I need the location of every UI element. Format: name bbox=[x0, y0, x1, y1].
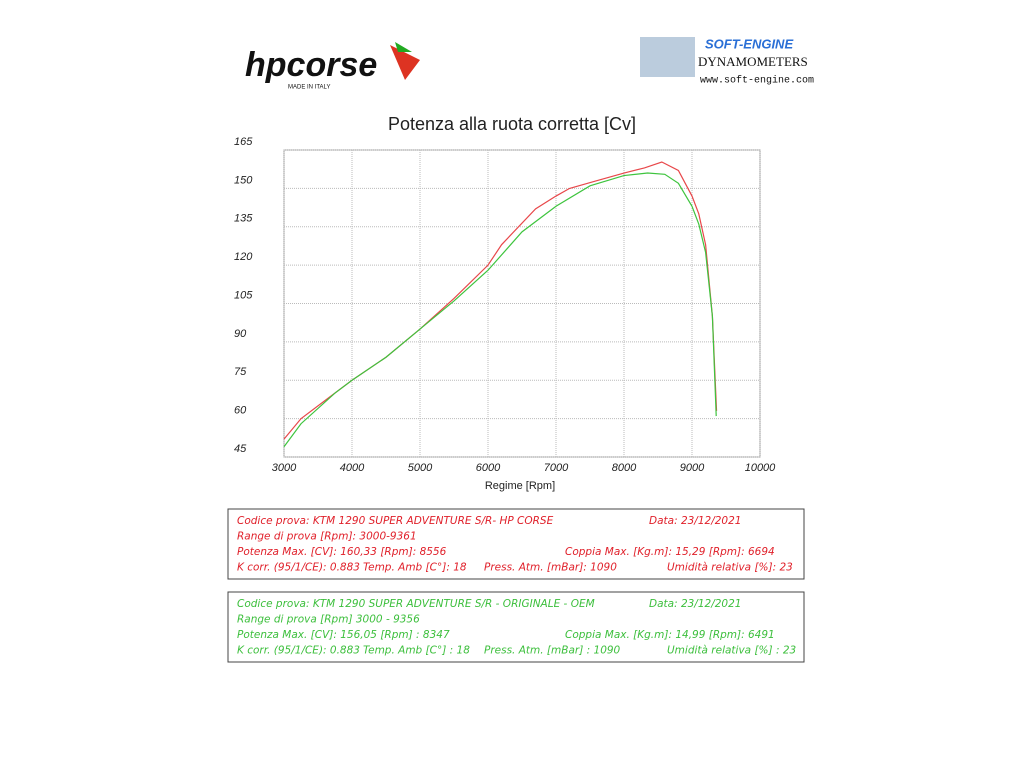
info-text: Codice prova: KTM 1290 SUPER ADVENTURE S… bbox=[237, 515, 554, 527]
soft-engine-logo: SOFT-ENGINE bbox=[705, 36, 793, 51]
info-box bbox=[227, 591, 805, 663]
info-text: Codice prova: KTM 1290 SUPER ADVENTURE S… bbox=[237, 598, 595, 610]
info-text: K corr. (95/1/CE): 0.883 bbox=[237, 645, 360, 657]
logo-sub: MADE IN ITALY bbox=[288, 85, 330, 91]
info-text: Data: 23/12/2021 bbox=[649, 598, 741, 610]
y-tick-label: 165 bbox=[234, 136, 253, 148]
y-tick-label: 90 bbox=[234, 328, 247, 340]
info-text: K corr. (95/1/CE): 0.883 bbox=[237, 562, 360, 574]
x-tick-label: 10000 bbox=[745, 462, 776, 474]
info-text: Temp. Amb [C°] : 18 bbox=[363, 645, 470, 657]
power-curve bbox=[283, 172, 717, 448]
info-text: Range di prova [Rpm]: 3000-9361 bbox=[237, 531, 417, 543]
x-tick-label: 9000 bbox=[680, 462, 705, 474]
y-tick-label: 75 bbox=[234, 366, 247, 378]
info-text: Umidità relativa [%] : 23 bbox=[667, 645, 796, 657]
y-tick-label: 150 bbox=[234, 174, 253, 186]
x-tick-label: 6000 bbox=[476, 462, 501, 474]
info-text: Data: 23/12/2021 bbox=[649, 515, 741, 527]
info-text: Potenza Max. [CV]: 160,33 [Rpm]: 8556 bbox=[237, 546, 447, 558]
power-curve bbox=[283, 161, 718, 440]
info-text: Potenza Max. [CV]: 156,05 [Rpm] : 8347 bbox=[237, 629, 450, 641]
info-text: Coppia Max. [Kg.m]: 14,99 [Rpm]: 6491 bbox=[565, 629, 775, 641]
x-tick-label: 5000 bbox=[408, 462, 433, 474]
info-text: Temp. Amb [C°]: 18 bbox=[363, 562, 467, 574]
chart-title: Potenza alla ruota corretta [Cv] bbox=[388, 114, 636, 134]
logo-url: www.soft-engine.com bbox=[700, 75, 814, 87]
logo-flag bbox=[395, 42, 412, 52]
y-tick-label: 105 bbox=[234, 289, 253, 301]
info-text: Press. Atm. [mBar] : 1090 bbox=[484, 645, 621, 657]
info-text: Press. Atm. [mBar]: 1090 bbox=[484, 562, 617, 574]
logo-sub: DYNAMOMETERS bbox=[698, 54, 808, 69]
y-tick-label: 45 bbox=[234, 443, 247, 455]
x-tick-label: 8000 bbox=[612, 462, 637, 474]
y-tick-label: 60 bbox=[234, 405, 247, 417]
y-tick-label: 135 bbox=[234, 213, 253, 225]
info-text: Coppia Max. [Kg.m]: 15,29 [Rpm]: 6694 bbox=[565, 546, 775, 558]
logo-flag bbox=[390, 45, 420, 80]
x-tick-label: 3000 bbox=[272, 462, 297, 474]
x-tick-label: 7000 bbox=[544, 462, 569, 474]
y-tick-label: 120 bbox=[234, 251, 253, 263]
x-axis-label: Regime [Rpm] bbox=[485, 480, 555, 492]
hpcorse-logo: hpcorse bbox=[245, 46, 377, 84]
info-text: Range di prova [Rpm] 3000 - 9356 bbox=[237, 614, 420, 626]
x-tick-label: 4000 bbox=[340, 462, 365, 474]
info-text: Umidità relativa [%]: 23 bbox=[667, 562, 793, 574]
logo-icon bbox=[640, 37, 695, 77]
info-box bbox=[227, 508, 805, 580]
